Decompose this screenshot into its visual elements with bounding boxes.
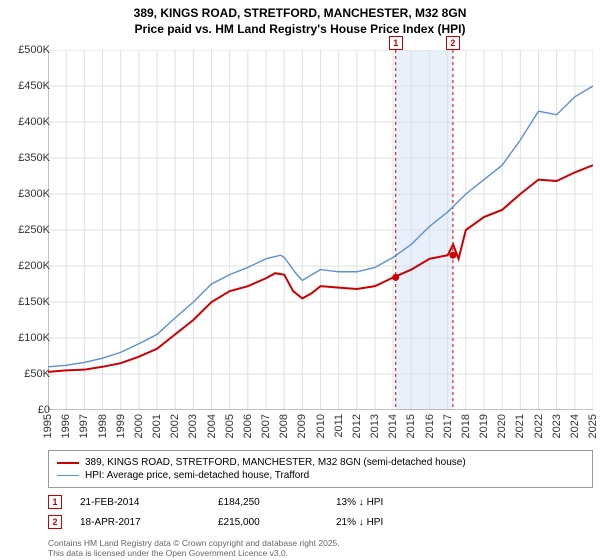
x-tick-label: 2014 — [387, 414, 399, 438]
y-tick-label: £350K — [2, 152, 50, 164]
x-tick-label: 2021 — [514, 414, 526, 438]
x-tick-label: 2015 — [405, 414, 417, 438]
sale-pct: 13% ↓ HPI — [336, 497, 456, 508]
legend-item: HPI: Average price, semi-detached house,… — [57, 470, 584, 481]
x-tick-label: 2003 — [187, 414, 199, 438]
footer: Contains HM Land Registry data © Crown c… — [48, 538, 340, 558]
title-line-2: Price paid vs. HM Land Registry's House … — [0, 22, 600, 38]
x-tick-label: 2023 — [551, 414, 563, 438]
title-line-1: 389, KINGS ROAD, STRETFORD, MANCHESTER, … — [0, 6, 600, 22]
chart-svg — [48, 50, 593, 410]
x-tick-label: 1998 — [97, 414, 109, 438]
footer-line-1: Contains HM Land Registry data © Crown c… — [48, 538, 340, 548]
y-tick-label: £200K — [2, 260, 50, 272]
x-tick-label: 2005 — [224, 414, 236, 438]
chart-container: 389, KINGS ROAD, STRETFORD, MANCHESTER, … — [0, 0, 600, 560]
x-tick-label: 2010 — [315, 414, 327, 438]
sale-row: 2 18-APR-2017 £215,000 21% ↓ HPI — [48, 512, 593, 532]
x-tick-label: 1997 — [78, 414, 90, 438]
sale-marker-box: 1 — [389, 36, 403, 50]
x-tick-label: 2017 — [442, 414, 454, 438]
x-tick-label: 2018 — [460, 414, 472, 438]
legend-swatch — [57, 462, 79, 464]
sale-date: 18-APR-2017 — [80, 517, 200, 528]
legend-label: HPI: Average price, semi-detached house,… — [85, 470, 309, 481]
x-tick-label: 2025 — [587, 414, 599, 438]
x-tick-label: 1995 — [42, 414, 54, 438]
legend-swatch — [57, 475, 79, 476]
sale-row-marker: 1 — [48, 495, 62, 509]
sales-table: 1 21-FEB-2014 £184,250 13% ↓ HPI 2 18-APR-201… — [48, 492, 593, 532]
y-tick-label: £400K — [2, 116, 50, 128]
sale-price: £184,250 — [218, 497, 318, 508]
x-tick-label: 2024 — [569, 414, 581, 438]
y-tick-label: £100K — [2, 332, 50, 344]
x-tick-label: 2008 — [278, 414, 290, 438]
x-tick-label: 2020 — [496, 414, 508, 438]
x-tick-label: 2012 — [351, 414, 363, 438]
sale-marker-box: 2 — [446, 36, 460, 50]
legend: 389, KINGS ROAD, STRETFORD, MANCHESTER, … — [48, 450, 593, 488]
y-tick-label: £300K — [2, 188, 50, 200]
chart-title: 389, KINGS ROAD, STRETFORD, MANCHESTER, … — [0, 0, 600, 37]
sale-pct: 21% ↓ HPI — [336, 517, 456, 528]
y-tick-label: £50K — [2, 368, 50, 380]
x-tick-label: 2019 — [478, 414, 490, 438]
sale-date: 21-FEB-2014 — [80, 497, 200, 508]
x-tick-label: 2011 — [333, 414, 345, 438]
legend-item: 389, KINGS ROAD, STRETFORD, MANCHESTER, … — [57, 457, 584, 468]
sale-row: 1 21-FEB-2014 £184,250 13% ↓ HPI — [48, 492, 593, 512]
x-tick-label: 2007 — [260, 414, 272, 438]
chart-area — [48, 50, 593, 410]
x-tick-label: 2000 — [133, 414, 145, 438]
x-tick-label: 2001 — [151, 414, 163, 438]
x-tick-label: 2004 — [206, 414, 218, 438]
x-tick-label: 2009 — [296, 414, 308, 438]
y-tick-label: £150K — [2, 296, 50, 308]
x-tick-label: 1996 — [60, 414, 72, 438]
x-tick-label: 2022 — [533, 414, 545, 438]
sale-price: £215,000 — [218, 517, 318, 528]
y-tick-label: £450K — [2, 80, 50, 92]
y-tick-label: £500K — [2, 44, 50, 56]
y-tick-label: £250K — [2, 224, 50, 236]
footer-line-2: This data is licensed under the Open Gov… — [48, 548, 340, 558]
x-tick-label: 2002 — [169, 414, 181, 438]
x-tick-label: 2006 — [242, 414, 254, 438]
x-tick-label: 1999 — [115, 414, 127, 438]
legend-label: 389, KINGS ROAD, STRETFORD, MANCHESTER, … — [85, 457, 466, 468]
x-tick-label: 2016 — [424, 414, 436, 438]
sale-row-marker: 2 — [48, 515, 62, 529]
x-tick-label: 2013 — [369, 414, 381, 438]
